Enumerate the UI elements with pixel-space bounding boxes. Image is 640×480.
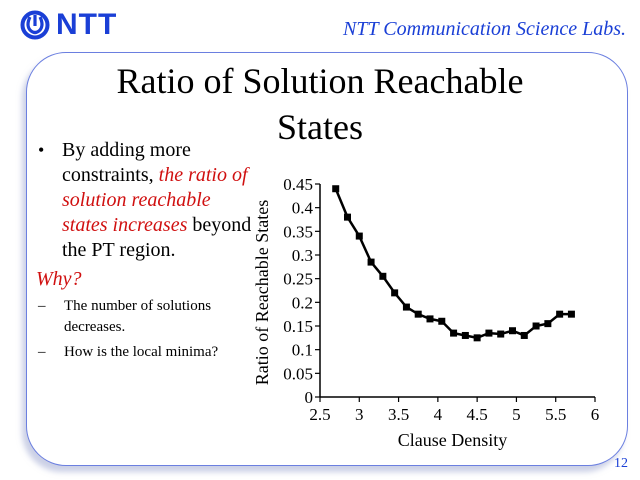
data-point — [497, 330, 505, 338]
y-tick-label: 0.45 — [283, 175, 313, 194]
title-line-2: States — [277, 107, 363, 147]
data-point — [438, 317, 446, 325]
sub-bullet-marker: – — [38, 298, 46, 314]
sub-bullet-text: The number of solutions decreases. — [64, 298, 212, 335]
data-point — [402, 303, 410, 311]
sub-bullet-marker: – — [38, 344, 46, 360]
y-tick-label: 0.25 — [283, 270, 313, 289]
data-point — [532, 322, 540, 330]
ntt-logo: NTT — [20, 8, 117, 42]
data-point — [509, 327, 516, 335]
bullet-list: • By adding more constraints, the ratio … — [36, 138, 256, 363]
labs-name: NTT Communication Science Labs. — [343, 18, 626, 40]
x-tick-label: 2.5 — [309, 405, 330, 424]
title-line-1: Ratio of Solution Reachable — [116, 61, 524, 101]
x-tick-label: 4.5 — [467, 405, 488, 424]
y-tick-label: 0.35 — [283, 222, 313, 241]
page-number: 12 — [614, 456, 628, 471]
data-point — [461, 331, 469, 339]
line-chart: 0 0.05 0.1 0.15 0.2 0.25 0.3 0.35 0.4 0.45 2.5 3 3.5… — [252, 175, 600, 450]
y-tick-label: 0.05 — [283, 364, 313, 383]
y-tick-label: 0 — [305, 388, 314, 407]
data-point — [567, 310, 575, 318]
x-tick-label: 6 — [591, 405, 600, 424]
why-label: Why? — [36, 268, 82, 290]
sub-bullet: – The number of solutions decreases. — [36, 296, 256, 338]
y-tick-label: 0.3 — [292, 246, 313, 265]
bullet-text-end: beyond the PT region. — [62, 214, 252, 261]
x-tick-label: 4 — [434, 405, 443, 424]
data-point — [544, 320, 552, 328]
bullet-emphasis: the ratio of solution reachable states i… — [62, 164, 248, 236]
data-point — [332, 185, 340, 193]
y-tick-label: 0.1 — [292, 341, 313, 360]
data-point — [426, 315, 434, 323]
x-tick-label: 3 — [355, 405, 364, 424]
data-point — [485, 329, 493, 337]
slide-title: Ratio of Solution Reachable States — [0, 58, 640, 150]
y-tick-label: 0.4 — [292, 199, 314, 218]
sub-bullet: – How is the local minima? — [36, 342, 256, 363]
data-point — [379, 272, 387, 280]
data-point — [556, 310, 564, 318]
data-point — [391, 289, 399, 297]
main-bullet: • By adding more constraints, the ratio … — [36, 138, 256, 263]
data-point — [344, 213, 351, 221]
y-tick-label: 0.2 — [292, 293, 313, 312]
x-tick-label: 5 — [512, 405, 521, 424]
bullet-marker: • — [38, 140, 45, 160]
y-axis-label: Ratio of Reachable States — [252, 200, 272, 385]
data-point — [520, 331, 528, 339]
x-axis-label: Clause Density — [398, 430, 508, 450]
bullet-text-start: By adding more constraints, — [62, 139, 191, 186]
x-tick-label: 3.5 — [388, 405, 409, 424]
data-point — [450, 329, 458, 337]
sub-bullet-text: How is the local minima? — [64, 344, 219, 360]
y-tick-label: 0.15 — [283, 317, 313, 336]
data-point — [355, 232, 363, 240]
ntt-logo-icon — [20, 10, 50, 40]
data-point — [414, 310, 422, 318]
logo-text: NTT — [56, 8, 118, 41]
data-point — [473, 334, 481, 342]
data-point — [367, 258, 375, 266]
x-tick-label: 5.5 — [545, 405, 566, 424]
